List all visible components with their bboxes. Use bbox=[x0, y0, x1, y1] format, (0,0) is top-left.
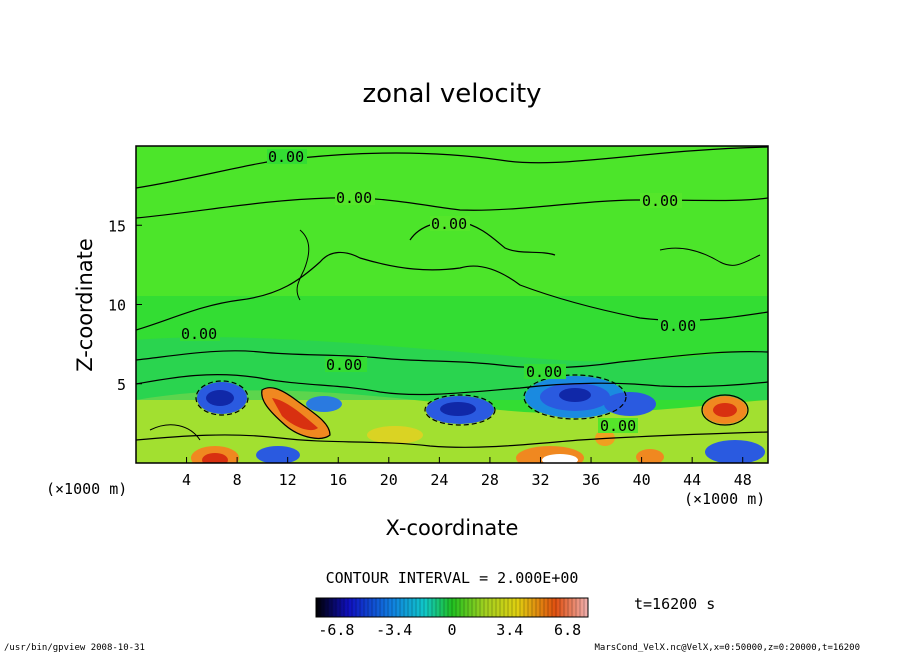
colorbar-tick-label: -6.8 bbox=[318, 621, 354, 639]
negative-core-6 bbox=[705, 440, 765, 463]
contour-label-1: 0.00 bbox=[268, 148, 304, 166]
x-unit-right: (×1000 m) bbox=[684, 490, 765, 508]
x-axis-ticks: 4 8 12 16 20 24 28 32 36 40 44 48 bbox=[182, 457, 752, 489]
y-axis-ticks: 5 10 15 bbox=[108, 217, 142, 394]
chart-title: zonal velocity bbox=[362, 79, 541, 109]
positive-core-4-inner bbox=[542, 454, 578, 463]
time-label: t=16200 s bbox=[634, 595, 715, 613]
x-unit-left: (×1000 m) bbox=[46, 480, 127, 498]
colorbar-tick-label: 0 bbox=[447, 621, 456, 639]
x-tick-label: 28 bbox=[481, 471, 499, 489]
x-tick-label: 16 bbox=[329, 471, 347, 489]
y-tick-label: 15 bbox=[108, 217, 126, 235]
y-tick-label: 5 bbox=[117, 376, 126, 394]
positive-core-1-inner bbox=[272, 398, 318, 431]
x-tick-label: 12 bbox=[279, 471, 297, 489]
footer-left: /usr/bin/gpview 2008-10-31 bbox=[4, 643, 145, 653]
contour-label-7: 0.00 bbox=[526, 363, 562, 381]
y-tick-label: 10 bbox=[108, 297, 126, 315]
y-axis-label: Z-coordinate bbox=[73, 238, 97, 372]
x-tick-label: 36 bbox=[582, 471, 600, 489]
contour-label-8: 0.00 bbox=[660, 317, 696, 335]
positive-core-3-inner bbox=[202, 453, 228, 463]
x-tick-label: 8 bbox=[233, 471, 242, 489]
footer-right: MarsCond_VelX.nc@VelX,x=0:50000,z=0:2000… bbox=[594, 643, 860, 653]
colorbar-tick-label: -3.4 bbox=[376, 621, 412, 639]
contour-labels: 0.00 0.00 0.00 0.00 0.00 0.00 0.00 0.00 … bbox=[180, 148, 700, 435]
negative-core-4 bbox=[604, 392, 656, 416]
x-tick-label: 24 bbox=[430, 471, 448, 489]
x-tick-label: 4 bbox=[182, 471, 191, 489]
positive-core-2-inner bbox=[713, 403, 737, 417]
negative-core-1-inner bbox=[206, 390, 234, 406]
x-axis-label: X-coordinate bbox=[386, 516, 519, 540]
contour-label-2: 0.00 bbox=[336, 189, 372, 207]
negative-core-3-inner bbox=[559, 388, 591, 402]
positive-core-6 bbox=[636, 449, 664, 463]
colorbar-tick-label: 6.8 bbox=[554, 621, 581, 639]
positive-core-7 bbox=[367, 426, 423, 444]
x-tick-label: 20 bbox=[380, 471, 398, 489]
contour-label-6: 0.00 bbox=[326, 356, 362, 374]
contour-label-5: 0.00 bbox=[181, 325, 217, 343]
contour-label-4: 0.00 bbox=[431, 215, 467, 233]
negative-core-5 bbox=[306, 396, 342, 412]
contour-label-9: 0.00 bbox=[600, 417, 636, 435]
colorbar-tick-label: 3.4 bbox=[496, 621, 523, 639]
contour-label-3: 0.00 bbox=[642, 192, 678, 210]
contour-interval: CONTOUR INTERVAL = 2.000E+00 bbox=[326, 569, 579, 587]
colorbar-stripes bbox=[319, 598, 585, 617]
x-tick-label: 44 bbox=[683, 471, 701, 489]
negative-core-7 bbox=[256, 446, 300, 463]
colorbar bbox=[315, 597, 589, 618]
negative-core-2-inner bbox=[440, 402, 476, 416]
x-tick-label: 32 bbox=[531, 471, 549, 489]
plot-area: 0.00 0.00 0.00 0.00 0.00 0.00 0.00 0.00 … bbox=[136, 146, 768, 463]
contour-lines bbox=[136, 146, 768, 448]
colorbar-ticks: -6.8 -3.4 0 3.4 6.8 bbox=[318, 621, 581, 639]
x-tick-label: 48 bbox=[734, 471, 752, 489]
x-tick-label: 40 bbox=[633, 471, 651, 489]
